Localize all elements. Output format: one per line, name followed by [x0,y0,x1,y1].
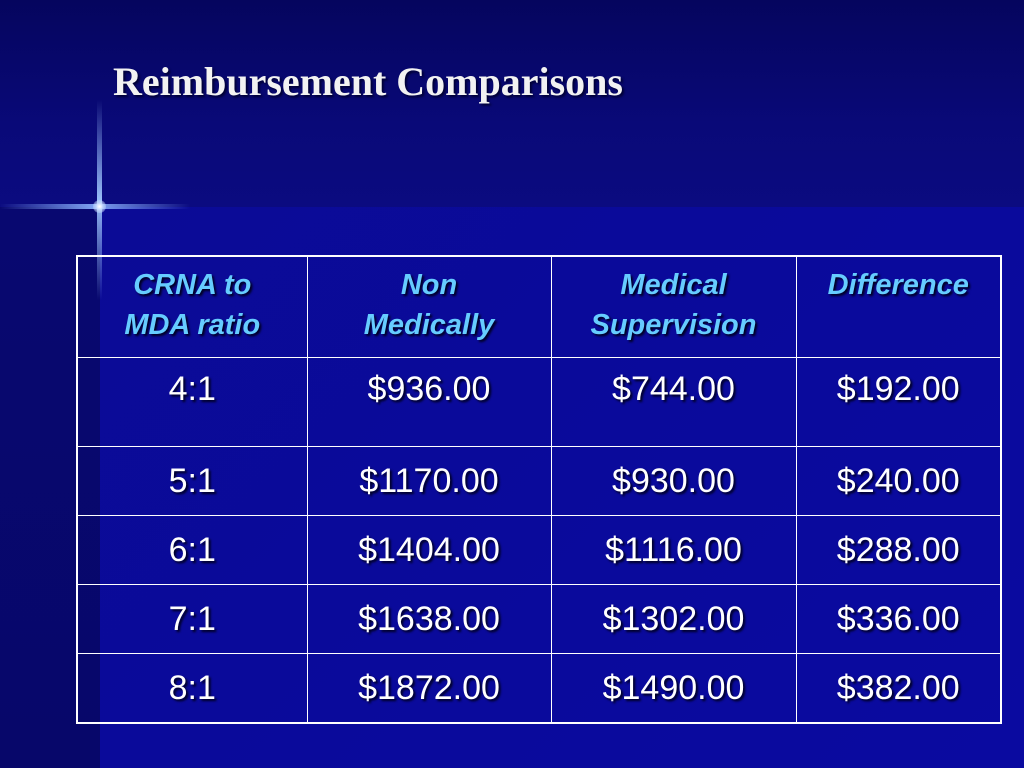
header-difference: Difference [795,255,1002,358]
header-crna-mda-ratio: CRNA to MDA ratio [76,255,308,358]
table-header-row: CRNA to MDA ratio Non Medically Medical … [76,255,1002,358]
difference-cell: $336.00 [795,584,1002,654]
non-medically-cell: $936.00 [306,357,552,447]
table-row: 5:1 $1170.00 $930.00 $240.00 [76,446,1002,516]
ratio-cell: 7:1 [76,584,308,654]
header-line: Medical [620,269,727,301]
background-top-band [0,0,1024,207]
table-row: 8:1 $1872.00 $1490.00 $382.00 [76,653,1002,724]
sparkle-star-icon [93,200,106,213]
header-line: Supervision [590,309,757,341]
difference-cell: $192.00 [795,357,1002,447]
ratio-cell: 6:1 [76,515,308,585]
header-line: Medically [363,309,495,341]
medical-supervision-cell: $744.00 [550,357,797,447]
header-line: MDA ratio [124,309,261,341]
ratio-cell: 5:1 [76,446,308,516]
header-line: Difference [827,269,969,301]
slide-title: Reimbursement Comparisons [113,59,623,104]
non-medically-cell: $1638.00 [306,584,552,654]
header-line: Non [400,269,458,301]
table-row: 4:1 $936.00 $744.00 $192.00 [76,357,1002,447]
non-medically-cell: $1872.00 [306,653,552,724]
reimbursement-table: CRNA to MDA ratio Non Medically Medical … [76,255,1002,724]
difference-cell: $382.00 [795,653,1002,724]
header-line: CRNA to [133,269,252,301]
medical-supervision-cell: $930.00 [550,446,797,516]
medical-supervision-cell: $1490.00 [550,653,797,724]
table-row: 7:1 $1638.00 $1302.00 $336.00 [76,584,1002,654]
non-medically-cell: $1404.00 [306,515,552,585]
table-row: 6:1 $1404.00 $1116.00 $288.00 [76,515,1002,585]
medical-supervision-cell: $1116.00 [550,515,797,585]
ratio-cell: 8:1 [76,653,308,724]
difference-cell: $288.00 [795,515,1002,585]
header-medical-supervision: Medical Supervision [550,255,797,358]
non-medically-cell: $1170.00 [306,446,552,516]
medical-supervision-cell: $1302.00 [550,584,797,654]
difference-cell: $240.00 [795,446,1002,516]
ratio-cell: 4:1 [76,357,308,447]
header-non-medically: Non Medically [306,255,552,358]
